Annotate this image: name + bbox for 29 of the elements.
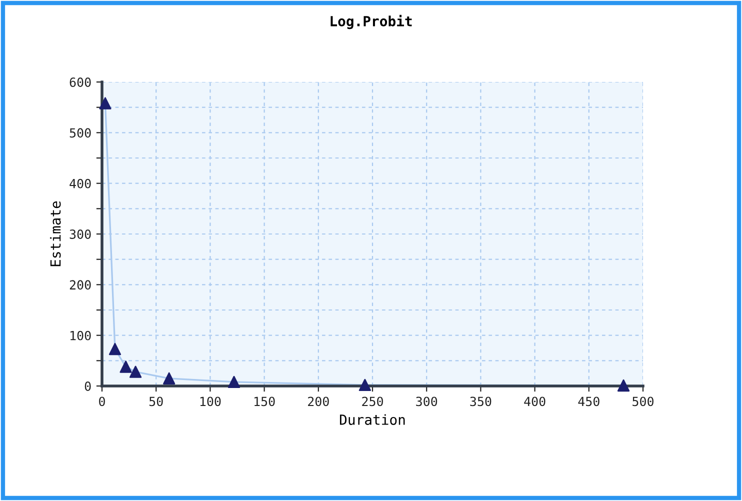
y-tick-label: 200 [70,280,91,290]
y-tick-label: 400 [70,178,91,188]
point [129,366,142,378]
y-tick-label: 500 [70,128,91,138]
chart-title: Log.Probit [330,14,412,30]
x-tick-label: 150 [254,396,275,406]
point [108,342,122,356]
point [120,360,132,373]
point [99,97,112,110]
point [358,378,371,392]
x-tick-label: 250 [362,396,383,406]
y-tick-label: 100 [70,330,91,340]
y-tick-label: 600 [70,78,91,87]
x-tick-label: 100 [200,396,221,406]
x-tick-label: 500 [632,396,654,406]
x-tick-label: 450 [578,396,600,406]
y-axis-title: Estimate [50,201,61,266]
x-tick-label: 300 [416,396,438,406]
x-tick-label: 50 [149,396,163,406]
point [617,379,630,392]
x-tick-label: 350 [470,396,492,406]
y-tick-label: 300 [70,230,91,239]
y-tick-label: 0 [84,382,91,391]
point [163,372,176,384]
point [228,376,240,388]
x-axis-title: Duration [340,414,405,425]
x-tick-label: 400 [524,396,546,406]
x-tick-label: 200 [308,396,329,406]
x-tick-label: 0 [99,396,105,406]
